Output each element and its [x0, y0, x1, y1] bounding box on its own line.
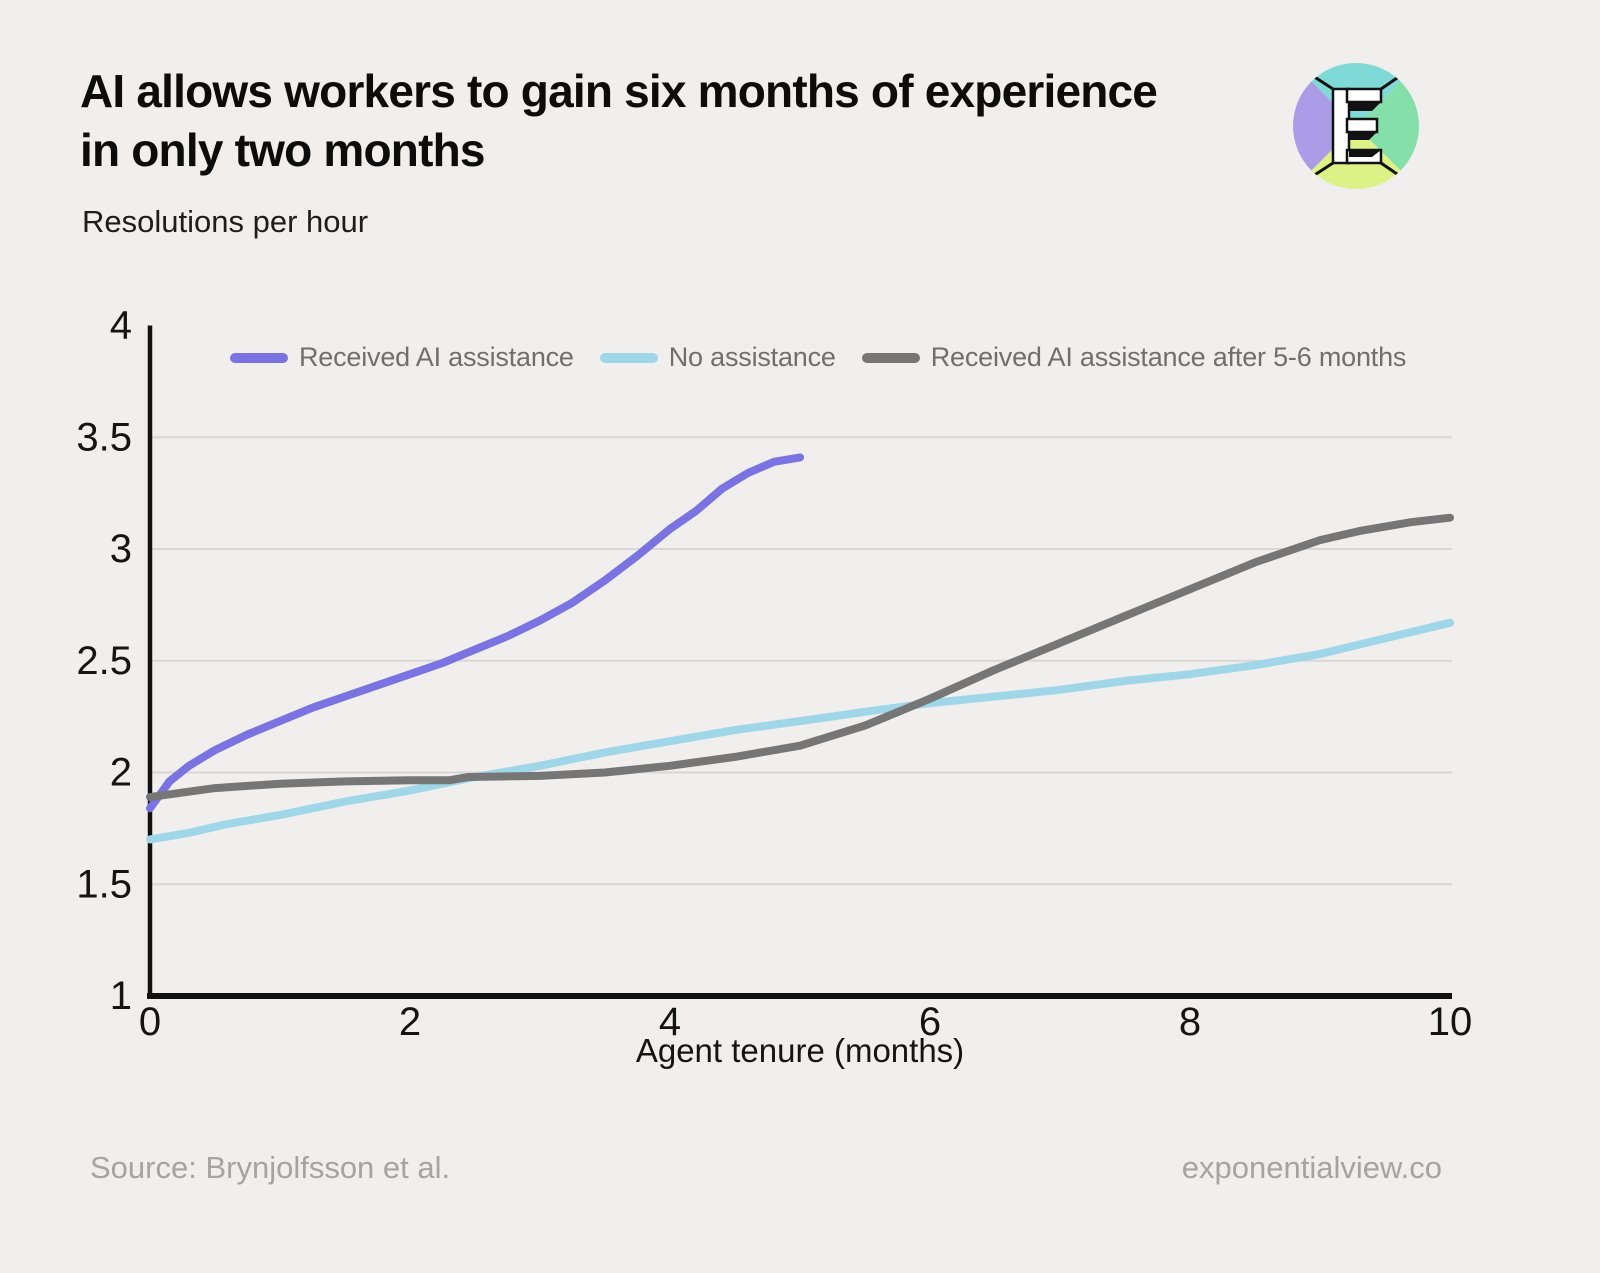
chart-subtitle: Resolutions per hour [82, 204, 369, 239]
line-chart: 1 1.5 2 2.5 3 3.5 4 0 2 4 6 8 10 [76, 304, 1473, 1045]
title-line-1: AI allows workers to gain six months of … [80, 65, 1158, 117]
x-tick-label: 6 [919, 1000, 941, 1044]
x-tick-label: 8 [1179, 1000, 1201, 1044]
legend-label-received-ai: Received AI assistance [299, 342, 574, 372]
legend-label-no-assistance: No assistance [668, 342, 836, 372]
x-tick-label: 10 [1428, 1000, 1473, 1044]
title-line-2: in only two months [80, 123, 485, 176]
legend-swatch-ai-after-5-6 [861, 352, 920, 363]
series-line-0 [146, 453, 804, 813]
legend-swatch-no-assistance [599, 352, 658, 363]
legend-item-received-ai: Received AI assistance [230, 342, 574, 373]
series-line-2 [146, 513, 1454, 802]
series-line-1 [146, 618, 1454, 844]
y-tick-label: 1 [110, 974, 132, 1018]
legend-label-ai-after-5-6: Received AI assistance after 5-6 months [930, 342, 1407, 372]
x-tick-label: 4 [659, 1000, 681, 1044]
y-tick-label: 2 [110, 751, 132, 795]
chart-legend: Received AI assistance No assistance Rec… [230, 342, 1406, 373]
logo-letter-e [1331, 87, 1383, 165]
page-title: AI allows workers to gain six months of … [80, 62, 1158, 180]
logo-left-wedge [1293, 63, 1356, 189]
exponential-view-logo [1293, 63, 1419, 189]
x-tick-label: 2 [399, 1000, 421, 1044]
source-credit: Source: Brynjolfsson et al. [90, 1150, 451, 1185]
y-tick-label: 3 [110, 527, 132, 571]
y-tick-label: 3.5 [76, 415, 132, 459]
x-tick-label: 0 [139, 1000, 161, 1044]
legend-item-ai-after-5-6: Received AI assistance after 5-6 months [861, 342, 1407, 373]
y-tick-label: 2.5 [76, 639, 132, 683]
y-tick-label: 1.5 [76, 862, 132, 906]
legend-item-no-assistance: No assistance [599, 342, 836, 373]
site-credit: exponentialview.co [1181, 1150, 1442, 1185]
legend-swatch-received-ai [230, 352, 288, 363]
logo-right-wedge [1356, 63, 1419, 189]
y-tick-label: 4 [110, 304, 132, 348]
x-axis-label: Agent tenure (months) [635, 1032, 965, 1069]
